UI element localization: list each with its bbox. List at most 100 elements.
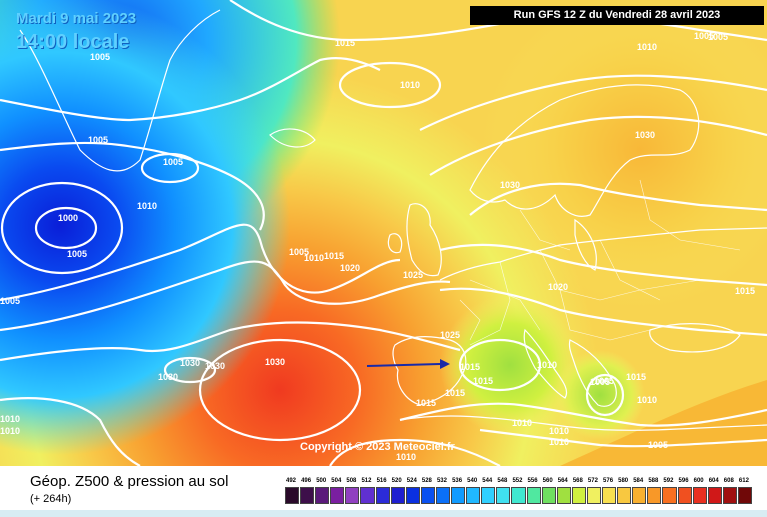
isobar-label: 1030: [500, 180, 521, 190]
legend-swatch: [466, 487, 481, 504]
legend-swatch: [496, 487, 511, 504]
isobar-label: 1025: [440, 330, 461, 340]
legend-swatch: [647, 487, 662, 504]
legend-value: 492: [286, 478, 297, 484]
isobar-label: 1010: [537, 360, 558, 370]
legend-value: 528: [421, 478, 432, 484]
forecast-local-time: 14:00 locale: [16, 31, 130, 53]
isobar-label: 1030: [265, 357, 286, 367]
legend-swatch: [541, 487, 556, 504]
run-banner: Run GFS 12 Z du Vendredi 28 avril 2023: [470, 6, 764, 25]
isobar-label: 1020: [340, 263, 361, 273]
legend-value: 596: [678, 478, 689, 484]
legend-value: 520: [391, 478, 402, 484]
legend-value: 568: [572, 478, 583, 484]
isobar-label: 1005: [88, 135, 109, 145]
isobar-label: 1010: [304, 253, 325, 263]
geopotential-map: [0, 0, 767, 466]
footer-subtitle: (+ 264h): [30, 493, 72, 505]
legend-swatch: [451, 487, 466, 504]
legend-swatch: [692, 487, 707, 504]
legend-value: 512: [361, 478, 372, 484]
isobar-label: 1010: [137, 201, 158, 211]
legend-value: 604: [708, 478, 719, 484]
legend-swatch: [375, 487, 390, 504]
legend-value: 556: [527, 478, 538, 484]
legend-swatch: [360, 487, 375, 504]
isobar-label: 1010: [549, 426, 570, 436]
legend-swatch: [330, 487, 345, 504]
legend-swatch: [662, 487, 677, 504]
legend-value: 612: [738, 478, 749, 484]
legend-swatch: [481, 487, 496, 504]
isobar-label: 1005: [0, 296, 21, 306]
legend-swatch: [315, 487, 330, 504]
isobar-label: 1015: [626, 372, 647, 382]
copyright-text: Copyright © 2023 Meteociel.fr: [300, 441, 455, 453]
country-borders: [459, 179, 741, 346]
legend-swatch: [737, 487, 752, 504]
legend-swatch: [300, 487, 315, 504]
isobar-label: 1000: [58, 213, 79, 223]
isobar-label: 1015: [416, 398, 437, 408]
legend-value: 580: [618, 478, 629, 484]
isobar-label: 1015: [735, 286, 756, 296]
legend-swatch: [571, 487, 586, 504]
isobar-label: 1030: [158, 372, 179, 382]
legend-value: 508: [346, 478, 357, 484]
isobar-label: 1010: [396, 452, 417, 462]
isobar-label: 1005: [67, 249, 88, 259]
isobar-label: 1010: [637, 42, 658, 52]
legend-value: 608: [723, 478, 734, 484]
legend-swatch: [632, 487, 647, 504]
isobar-label: 1005: [708, 32, 729, 42]
legend-value: 600: [693, 478, 704, 484]
legend-value: 548: [497, 478, 508, 484]
legend-value: 560: [542, 478, 553, 484]
legend-swatch: [617, 487, 632, 504]
coastlines: [19, 9, 767, 431]
isobar-label: 1010: [400, 80, 421, 90]
legend-value: 516: [376, 478, 387, 484]
bottom-strip: [0, 510, 767, 517]
legend-swatch: [405, 487, 420, 504]
legend-value: 588: [648, 478, 659, 484]
legend-swatch: [390, 487, 405, 504]
isobar-label: 1015: [335, 38, 356, 48]
isobar-label: 1030: [635, 130, 656, 140]
color-legend: 492 496 500 504 508 512 516 520 524 528 532 536 540 5…: [285, 478, 753, 506]
isobar-label: 1015: [460, 362, 481, 372]
legend-swatch: [586, 487, 602, 504]
legend-swatch: [556, 487, 571, 504]
isobar-label: 1025: [403, 270, 424, 280]
legend-value: 496: [301, 478, 312, 484]
legend-value: 524: [406, 478, 417, 484]
isobar-label: 1005: [289, 247, 310, 257]
isobar-label: 1030: [180, 358, 201, 368]
legend-swatch: [602, 487, 617, 504]
isobar-label: 1005: [590, 377, 611, 387]
legend-swatch: [285, 487, 300, 504]
isobar-label: 1005: [648, 440, 669, 450]
legend-swatch: [722, 487, 737, 504]
isobar-label: 1005: [694, 31, 715, 41]
isobar-label: 1010: [0, 426, 21, 436]
arrow-annotation: [366, 359, 450, 369]
legend-value: 572: [587, 478, 598, 484]
legend-value: 576: [603, 478, 614, 484]
isobar-label: 1015: [324, 251, 345, 261]
legend-value: 540: [467, 478, 478, 484]
legend-value: 536: [452, 478, 463, 484]
isobar-lines: [0, 0, 767, 466]
legend-swatch: [435, 487, 451, 504]
legend-value: 552: [512, 478, 523, 484]
isobar-label: 1010: [549, 437, 570, 447]
legend-swatch: [345, 487, 360, 504]
legend-swatch: [677, 487, 692, 504]
legend-value: 544: [482, 478, 493, 484]
isobar-label: 1010: [637, 395, 658, 405]
isobar-label: 1030: [205, 361, 226, 371]
isobar-label: 1015: [473, 376, 494, 386]
isobar-label: 1020: [548, 282, 569, 292]
isobar-label: 1005: [594, 376, 615, 386]
